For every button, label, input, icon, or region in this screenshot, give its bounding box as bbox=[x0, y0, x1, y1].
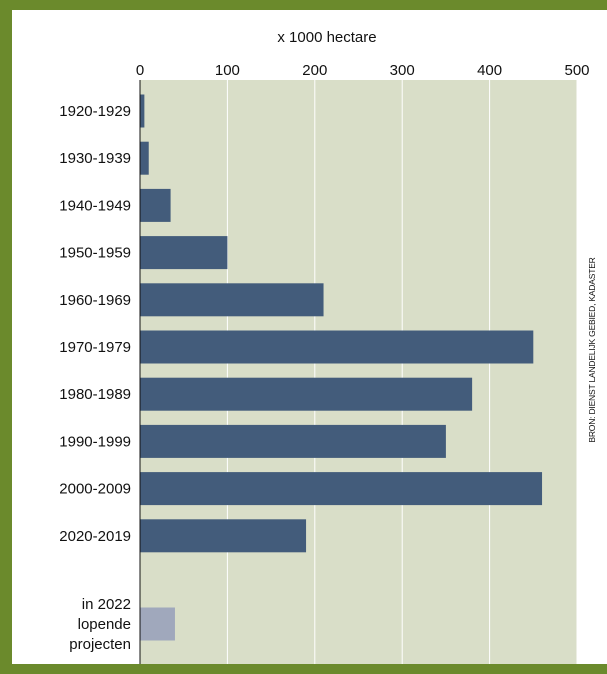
x-tick-label: 200 bbox=[302, 62, 327, 79]
x-tick-label: 400 bbox=[477, 62, 502, 79]
category-label: 1930-1939 bbox=[59, 150, 131, 167]
bar bbox=[140, 188, 171, 222]
x-tick-label: 500 bbox=[564, 62, 589, 79]
category-label: 1950-1959 bbox=[59, 245, 131, 262]
plot-area bbox=[140, 80, 577, 664]
category-label: 1940-1949 bbox=[59, 197, 131, 214]
category-label: 1920-1929 bbox=[59, 103, 131, 120]
bar bbox=[140, 236, 228, 270]
bar bbox=[140, 283, 324, 317]
bar bbox=[140, 519, 307, 553]
category-label: 1960-1969 bbox=[59, 292, 131, 309]
category-label: lopende bbox=[78, 616, 131, 633]
bar bbox=[140, 141, 149, 175]
bar bbox=[140, 377, 473, 411]
x-tick-label: 100 bbox=[215, 62, 240, 79]
bar bbox=[140, 607, 175, 641]
bar bbox=[140, 424, 446, 458]
category-label: 1970-1979 bbox=[59, 339, 131, 356]
x-axis-title: x 1000 hectare bbox=[277, 29, 376, 46]
bar bbox=[140, 94, 145, 128]
category-label: 2020-2019 bbox=[59, 528, 131, 545]
category-label: 1980-1989 bbox=[59, 386, 131, 403]
category-label: in 2022 bbox=[82, 596, 131, 613]
category-label: 1990-1999 bbox=[59, 433, 131, 450]
chart-frame: x 1000 hectare 0 100 200 300 400 500 1920-192… bbox=[12, 10, 607, 664]
bar bbox=[140, 330, 534, 364]
category-label: projecten bbox=[69, 636, 131, 653]
x-tick-label: 300 bbox=[390, 62, 415, 79]
bar-chart: x 1000 hectare 0 100 200 300 400 500 1920-192… bbox=[59, 29, 597, 664]
bar bbox=[140, 472, 543, 506]
x-tick-label: 0 bbox=[136, 62, 144, 79]
source-note: BRON: DIENST LANDELIJK GEBIED, KADASTER bbox=[587, 257, 597, 442]
category-label: 2000-2009 bbox=[59, 481, 131, 498]
